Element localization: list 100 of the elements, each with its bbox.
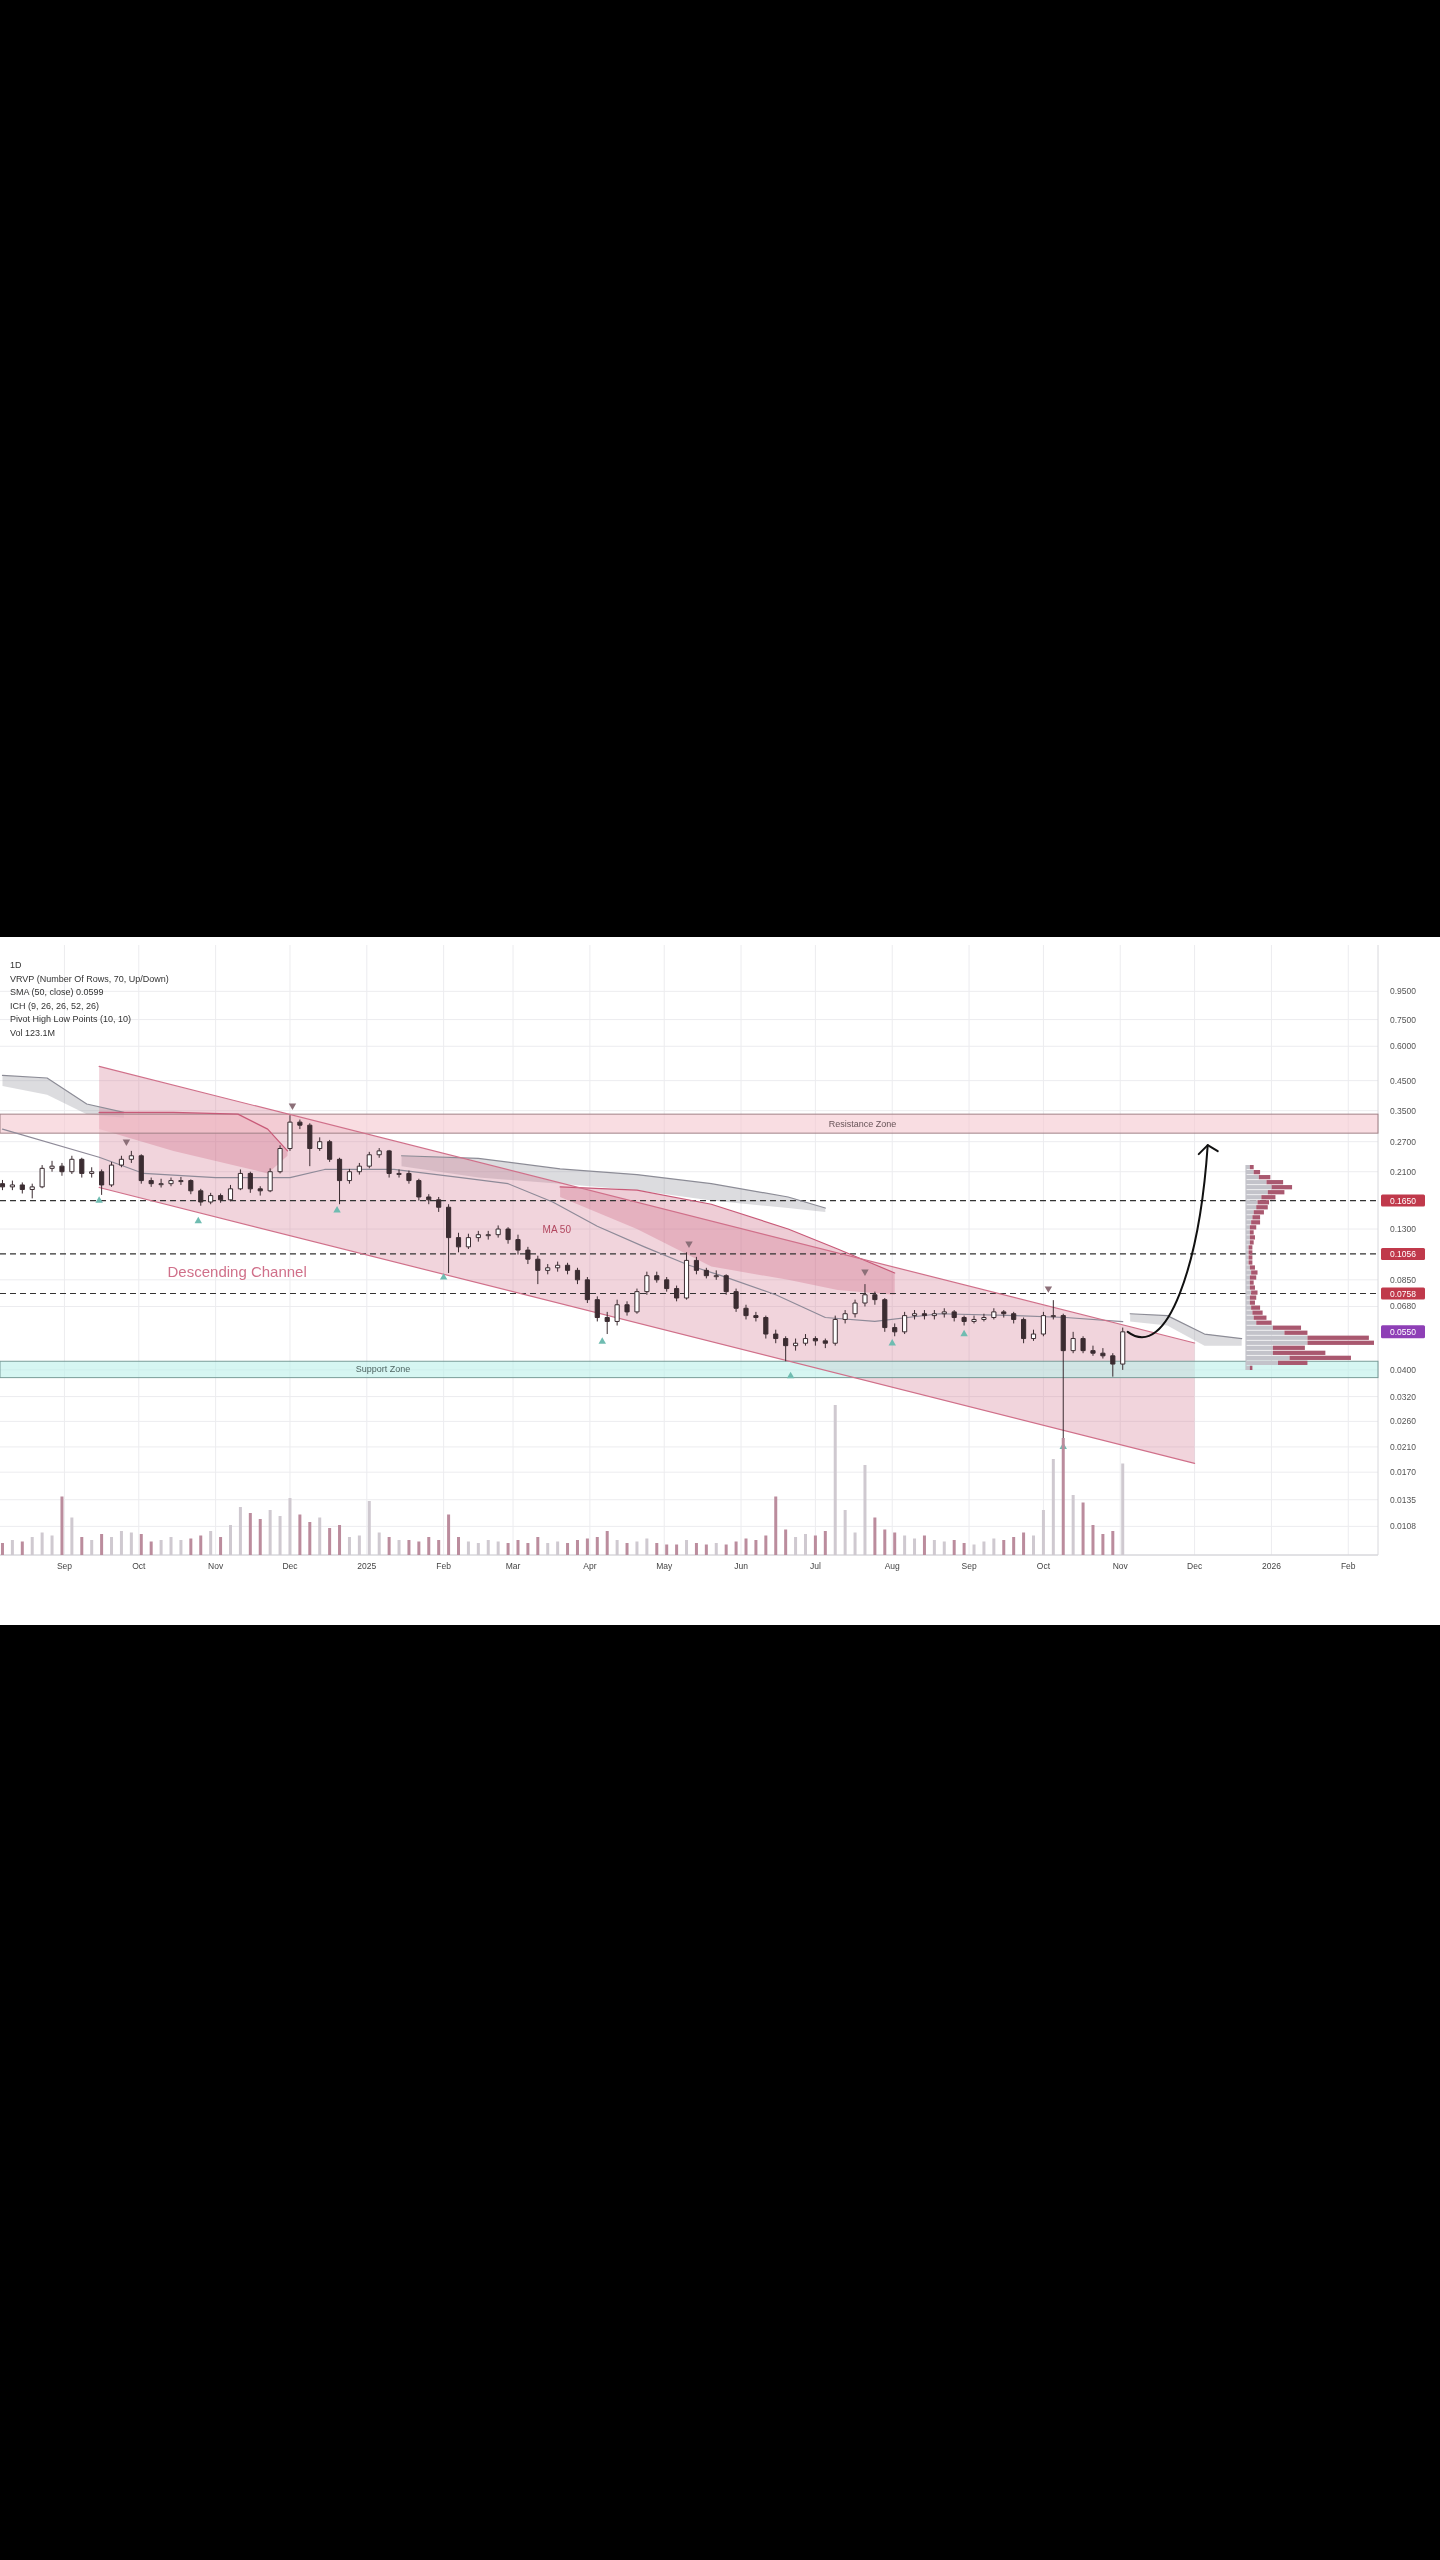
candlestick <box>376 1147 382 1159</box>
bar <box>694 1543 698 1555</box>
bar <box>794 1537 798 1555</box>
series-label: Descending Channel <box>167 1263 307 1281</box>
bar <box>20 1541 24 1555</box>
annotation: ICH (9, 26, 26, 52, 26) <box>10 1000 100 1011</box>
x-tick-label: Jun <box>734 1561 749 1571</box>
candlestick <box>158 1178 164 1189</box>
y-tick-label: 0.2700 <box>1390 1136 1417 1147</box>
x-tick-label: May <box>656 1561 673 1571</box>
series-label: MA 50 <box>542 1224 572 1236</box>
candlestick <box>495 1224 501 1239</box>
candlestick <box>128 1150 134 1164</box>
bar <box>566 1543 570 1555</box>
candlestick <box>297 1119 303 1130</box>
bar <box>169 1537 173 1555</box>
bar <box>30 1537 34 1555</box>
bar <box>982 1541 986 1555</box>
candlestick <box>406 1170 412 1185</box>
bar <box>764 1535 768 1555</box>
bar <box>585 1538 589 1555</box>
candlestick <box>9 1180 15 1191</box>
candlestick <box>475 1230 481 1243</box>
candlestick <box>951 1309 957 1322</box>
candlestick <box>931 1309 937 1320</box>
point <box>439 1273 448 1280</box>
bar <box>605 1531 609 1555</box>
candlestick <box>287 1114 293 1152</box>
bar <box>893 1532 897 1555</box>
annotation: Pivot High Low Points (10, 10) <box>10 1014 132 1024</box>
bar <box>457 1537 461 1555</box>
bar <box>635 1541 639 1555</box>
candlestick <box>0 1179 6 1191</box>
bar <box>427 1537 431 1555</box>
y-tick-label: 0.1300 <box>1390 1224 1417 1235</box>
bar <box>1091 1525 1095 1555</box>
bar <box>823 1531 827 1555</box>
x-tick-label: Aug <box>884 1561 901 1571</box>
bar <box>1051 1459 1055 1555</box>
point <box>1044 1286 1053 1293</box>
candlestick <box>465 1233 471 1250</box>
candlestick <box>327 1139 333 1163</box>
bar <box>1012 1537 1016 1555</box>
candlestick <box>753 1311 759 1322</box>
bar <box>189 1538 193 1555</box>
bar <box>1101 1534 1105 1555</box>
bar <box>744 1538 748 1555</box>
bar <box>347 1537 351 1555</box>
candlestick <box>555 1261 561 1273</box>
candlestick <box>783 1335 789 1362</box>
x-tick-label: 2025 <box>357 1561 377 1571</box>
bar <box>377 1532 381 1555</box>
candlestick <box>188 1178 194 1195</box>
bar <box>60 1496 64 1555</box>
y-tick-label: 0.0108 <box>1390 1521 1417 1532</box>
candlestick <box>307 1122 313 1167</box>
bar <box>338 1525 342 1555</box>
candlestick <box>1090 1345 1096 1357</box>
x-tick-label: Dec <box>282 1561 299 1571</box>
candlestick <box>971 1315 977 1324</box>
candlestick <box>545 1263 551 1275</box>
bar <box>962 1543 966 1555</box>
candlestick <box>79 1157 85 1179</box>
bar <box>139 1534 143 1555</box>
bar <box>932 1540 936 1555</box>
bar <box>258 1519 262 1555</box>
bar <box>298 1514 302 1555</box>
candlestick <box>237 1168 243 1191</box>
bar <box>1071 1495 1075 1555</box>
bar <box>615 1540 619 1555</box>
bar <box>248 1513 252 1555</box>
candlestick <box>148 1177 154 1188</box>
bar <box>90 1540 94 1555</box>
candlestick <box>366 1151 372 1169</box>
candlestick <box>1040 1311 1046 1337</box>
bar <box>833 1405 837 1555</box>
bar <box>40 1532 44 1555</box>
bar <box>70 1517 74 1555</box>
y-tick-label: 0.0210 <box>1390 1441 1417 1452</box>
bar <box>119 1531 123 1555</box>
y-tick-label: 0.3500 <box>1390 1105 1417 1116</box>
bar <box>665 1544 669 1555</box>
y-tick-label: 0.0260 <box>1390 1416 1417 1427</box>
candlestick <box>29 1183 35 1199</box>
bar <box>357 1535 361 1555</box>
candlestick <box>118 1155 125 1168</box>
bar <box>0 1543 4 1555</box>
candlestick <box>49 1160 55 1173</box>
bar <box>655 1543 659 1555</box>
candlestick <box>505 1226 511 1245</box>
candlestick <box>693 1256 700 1275</box>
bar <box>774 1496 778 1555</box>
annotation: SMA (50, close) 0.0599 <box>10 987 104 997</box>
candlestick <box>396 1168 402 1179</box>
bar <box>407 1540 411 1555</box>
bar <box>367 1501 371 1555</box>
bar <box>1249 1165 1254 1170</box>
candlestick <box>1060 1313 1066 1439</box>
text: 0.0550 <box>1390 1326 1417 1337</box>
candlestick <box>317 1136 323 1152</box>
